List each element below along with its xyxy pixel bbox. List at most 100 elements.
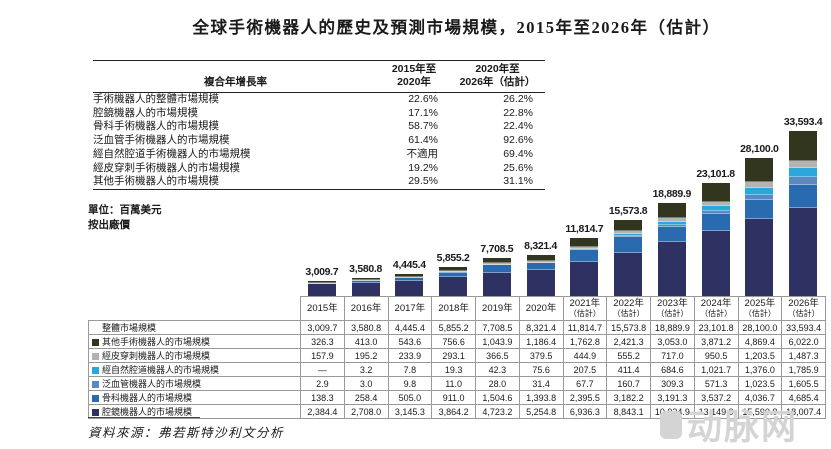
value-cell: 293.1	[431, 348, 476, 363]
bar-segment	[439, 277, 468, 296]
value-cell: 1,186.4	[518, 334, 564, 349]
cagr-value-2020-2026: 69.4%	[503, 147, 533, 160]
bar-segment	[395, 276, 424, 278]
value-cell: 1,487.3	[781, 348, 826, 363]
bar-total-label: 33,593.4	[783, 116, 823, 128]
table-row: 泛血管機器人的市場規模 2.9 3.0 9.8 11.0 28.0 31.4 67.7 160.…	[88, 376, 826, 391]
table-row: 經自然腔道機器人的市場規模 —3.2 7.8 19.3 42.3 75.6 207.5 411…	[88, 362, 826, 377]
source-divider	[88, 417, 200, 418]
year-header-cell: 2016年	[343, 296, 389, 321]
bar-group: 7,708.5	[475, 108, 519, 296]
year-label: 2017年	[394, 302, 426, 314]
value-cell: 413.0	[343, 334, 389, 349]
cagr-header-row: 複合年增長率 2015年至 2020年 2020年至 2026年（估計）	[93, 61, 545, 93]
bar-segment	[745, 219, 774, 296]
cagr-value-2015-2020: 29.5%	[408, 175, 438, 188]
value-cell: 13,149.9	[693, 404, 739, 419]
value-cell: 684.6	[650, 362, 695, 377]
unit-line-1: 單位：百萬美元	[88, 204, 162, 216]
bar-segment	[789, 207, 818, 296]
bar-segment	[789, 167, 818, 177]
value-cell: 4,723.2	[475, 404, 520, 419]
bar-segment	[745, 181, 774, 188]
value-cell: 8,321.4	[518, 320, 564, 335]
estimate-note: （估計）	[612, 309, 645, 318]
cagr-table: 複合年增長率 2015年至 2020年 2020年至 2026年（估計） 手術機…	[93, 60, 545, 190]
page-title: 全球手術機器人的歷史及預測市場規模，2015年至2026年（估計）	[192, 18, 721, 37]
value-cell: 1,023.5	[737, 376, 783, 391]
estimate-note: （估計）	[787, 309, 820, 318]
value-cell: 5,855.2	[431, 320, 476, 335]
value-cell: 4,869.4	[737, 334, 783, 349]
stacked-bar	[526, 255, 555, 296]
cagr-row-label: 經自然腔道手術機器人的市場規模	[93, 147, 251, 160]
value-cell: 4,445.4	[387, 320, 433, 335]
table-row: 整體市場規模 3,009.7 3,580.8 4,445.4 5,855.2 7,708.…	[88, 320, 826, 335]
value-cell: 379.5	[518, 348, 564, 363]
value-cell: 411.4	[606, 362, 651, 377]
watermark-logo-icon	[660, 410, 682, 439]
bar-segment	[657, 218, 686, 222]
bar-segment	[395, 274, 424, 277]
cagr-row-label: 泛血管手術機器人的市場規模	[93, 134, 230, 147]
cagr-table-body: 手術機器人的整體市場規模 22.6% 26.2% 腔鏡機器人的市場規模 17.1% 22.…	[93, 93, 545, 190]
cagr-row-label: 經皮穿刺手術機器人的市場規模	[93, 161, 240, 174]
value-cell: —	[300, 362, 345, 377]
bar-segment	[789, 160, 818, 168]
bar-group: 11,814.7	[563, 108, 607, 296]
bar-segment	[745, 157, 774, 182]
stacked-bar	[482, 258, 511, 296]
value-cell: 15,590.8	[737, 404, 783, 419]
value-cell: 33,593.4	[781, 320, 826, 335]
bar-segment	[614, 231, 643, 235]
value-cell: 1,393.8	[518, 390, 564, 405]
bar-segment	[614, 236, 643, 237]
value-cell: 11.0	[431, 376, 476, 391]
bar-segment	[745, 199, 774, 220]
value-cell: 1,762.8	[562, 334, 608, 349]
cagr-row: 泛血管手術機器人的市場規模 61.4% 92.6%	[93, 134, 545, 148]
bar-segment	[482, 272, 511, 296]
bar-segment	[395, 280, 424, 296]
year-label: 2021年	[569, 298, 601, 309]
watermark: 动脉网	[660, 399, 798, 449]
year-label: 2018年	[438, 302, 469, 314]
estimate-note: （估計）	[656, 309, 689, 318]
bar-total-label: 18,889.9	[652, 188, 692, 201]
bar-total-label: 28,100.0	[740, 142, 779, 155]
cagr-value-2020-2026: 92.6%	[503, 134, 533, 147]
bar-segment	[745, 194, 774, 200]
cagr-value-2015-2020: 58.7%	[408, 120, 438, 133]
bar-segment	[351, 278, 380, 281]
bar-segment	[439, 272, 468, 277]
stacked-bar	[307, 281, 336, 296]
row-label-cell: 骨科機器人的市場規模	[88, 390, 301, 405]
bar-segment	[351, 282, 380, 296]
value-cell: 15,573.8	[606, 320, 651, 335]
value-cell: 1,043.9	[475, 334, 520, 349]
bar-total-label: 5,855.2	[436, 252, 470, 265]
value-cell: 911.0	[431, 390, 476, 405]
table-corner-cell	[89, 297, 301, 321]
cagr-row: 其他手術機器人的市場規模 29.5% 31.1%	[93, 175, 545, 189]
bar-group: 23,101.8	[694, 108, 738, 296]
value-cell: 195.2	[343, 348, 389, 363]
cagr-value-2015-2020: 61.4%	[408, 134, 438, 147]
value-cell: 2,708.0	[343, 404, 389, 419]
value-cell: 3,053.0	[650, 334, 695, 349]
cagr-value-2020-2026: 22.4%	[503, 120, 533, 133]
year-header-cell: 2021年 （估計）	[562, 296, 608, 321]
value-cell: 7.8	[387, 362, 433, 377]
value-cell: 18,889.9	[650, 320, 695, 335]
value-cell: 1,785.9	[781, 362, 826, 377]
bar-group: 8,321.4	[519, 108, 563, 296]
year-header-cell: 2024年 （估計）	[693, 296, 739, 321]
legend-swatch-icon	[92, 339, 99, 346]
stacked-bar	[745, 157, 774, 296]
cagr-value-2020-2026: 25.6%	[503, 161, 533, 174]
value-cell: 1,376.0	[737, 362, 783, 377]
year-label: 2024年	[700, 298, 732, 309]
year-label: 2023年	[657, 298, 688, 309]
value-cell: 3,182.2	[606, 390, 651, 405]
bar-segment	[701, 231, 730, 296]
